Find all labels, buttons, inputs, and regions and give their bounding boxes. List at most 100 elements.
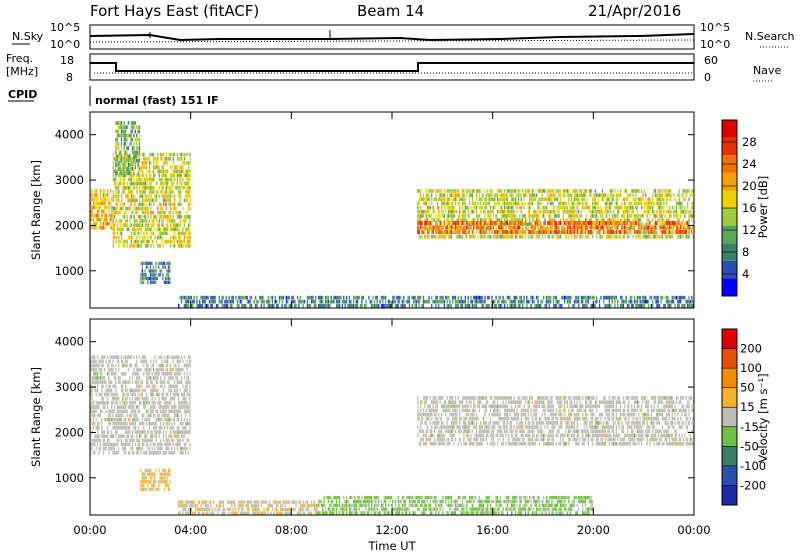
heat-cell (575, 299, 577, 304)
heat-cell (601, 209, 603, 214)
heat-cell (95, 376, 97, 380)
heat-cell (161, 396, 163, 401)
heat-cell (607, 230, 609, 235)
heat-cell (146, 157, 148, 161)
heat-cell (558, 201, 560, 206)
heat-cell (134, 363, 136, 368)
heat-cell (144, 417, 146, 422)
freq-tick-low: 8 (66, 71, 73, 84)
heat-cell (685, 209, 687, 214)
heat-cell (558, 303, 560, 308)
heat-cell (187, 421, 190, 426)
heat-cell (646, 299, 648, 304)
heat-cell (629, 299, 631, 304)
heat-cell (482, 218, 485, 222)
heat-cell (668, 189, 671, 193)
heat-cell (548, 218, 550, 222)
heat-cell (185, 198, 187, 203)
heat-cell (452, 201, 454, 206)
heat-cell (129, 426, 131, 430)
heat-cell (162, 434, 164, 438)
heat-cell (505, 230, 507, 235)
heat-cell (165, 392, 167, 397)
heat-cell (143, 430, 145, 434)
power-colorbar-label: Power [dB] (756, 176, 770, 239)
heat-cell (95, 426, 97, 430)
heat-cell (189, 413, 191, 418)
heat-cell (115, 167, 117, 171)
heat-cell (580, 197, 583, 202)
heat-cell (466, 303, 468, 308)
heat-cell (116, 121, 118, 125)
heat-cell (186, 295, 188, 300)
heat-cell (104, 442, 106, 447)
heat-cell (538, 209, 541, 214)
heat-cell (121, 219, 123, 223)
heat-cell (568, 295, 570, 300)
heat-cell (114, 157, 116, 161)
heat-cell (625, 209, 627, 214)
heat-cell (165, 396, 167, 401)
figure-title: Fort Hays East (fitACF) (90, 2, 259, 20)
heat-cell (90, 388, 92, 393)
heat-cell (130, 133, 132, 138)
heat-cell (90, 417, 92, 422)
heat-cell (438, 234, 440, 239)
heat-cell (176, 177, 178, 182)
heat-cell (436, 222, 438, 227)
heat-cell (136, 376, 138, 380)
heat-cell (460, 295, 462, 300)
heat-cell (130, 158, 132, 163)
heat-cell (488, 234, 490, 239)
heat-cell (485, 230, 487, 235)
heat-cell (151, 269, 153, 273)
heat-cell (350, 299, 352, 304)
heat-cell (680, 234, 682, 239)
heat-cell (172, 409, 174, 414)
heat-cell (166, 273, 168, 277)
heat-cell (167, 231, 169, 236)
heat-cell (115, 396, 117, 401)
heat-cell (168, 413, 170, 418)
heat-cell (115, 388, 117, 393)
heat-cell (487, 201, 489, 206)
heat-cell (138, 434, 141, 438)
heat-cell (122, 167, 124, 171)
heat-cell (157, 161, 159, 165)
heat-cell (147, 239, 149, 244)
heat-cell (158, 413, 160, 418)
heat-cell (125, 355, 127, 359)
heat-cell (127, 430, 130, 434)
heat-cell (154, 384, 156, 389)
heat-cell (557, 299, 559, 304)
heat-cell (144, 405, 146, 409)
heat-cell (678, 295, 680, 300)
heat-cell (166, 371, 169, 376)
power-marks (90, 121, 694, 308)
heat-cell (576, 230, 578, 235)
heat-cell (148, 202, 151, 207)
heat-cell (439, 234, 441, 239)
heat-cell (582, 205, 584, 210)
heat-cell (598, 220, 601, 225)
heat-cell (165, 265, 167, 269)
heat-cell (115, 430, 117, 434)
heat-cell (443, 234, 445, 239)
heat-cell (670, 299, 672, 304)
heat-cell (123, 451, 125, 455)
heat-cell (155, 261, 157, 266)
heat-cell (122, 392, 124, 397)
heat-cell (510, 218, 513, 222)
heat-cell (157, 446, 159, 451)
heat-cell (681, 303, 683, 308)
heat-cell (515, 295, 517, 300)
heat-cell (666, 193, 668, 197)
heat-cell (619, 193, 622, 197)
heat-cell (611, 230, 613, 235)
heat-cell (668, 197, 671, 202)
heat-cell (509, 218, 511, 222)
heat-cell (165, 223, 167, 227)
heat-cell (312, 295, 314, 300)
heat-cell (575, 189, 577, 193)
heat-cell (324, 299, 327, 304)
